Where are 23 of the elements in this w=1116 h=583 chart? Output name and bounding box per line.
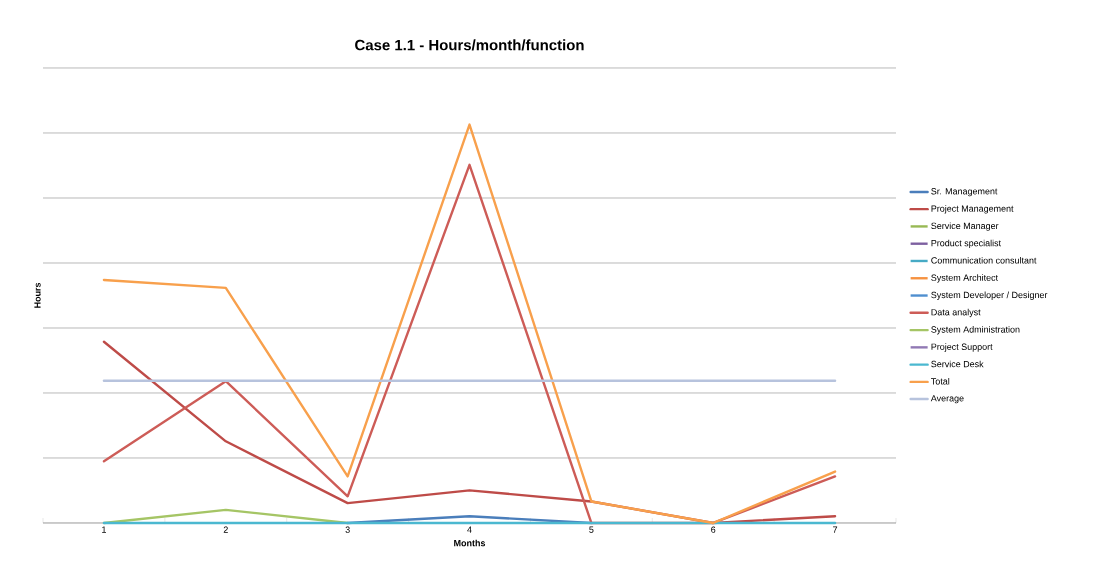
chart-title: Case 1.1 - Hours/month/function xyxy=(355,39,584,51)
legend-label: Project Support xyxy=(931,343,993,352)
x-tick-label: 2 xyxy=(223,526,228,533)
x-tick-label: 5 xyxy=(589,526,594,533)
y-axis-title: Hours xyxy=(34,282,41,308)
legend-label: Total xyxy=(931,377,950,385)
legend-label: Service Desk xyxy=(931,360,984,368)
legend-label: Product specialist xyxy=(931,239,1001,249)
legend-label: System Administration xyxy=(931,326,1020,335)
x-tick-label: 4 xyxy=(467,526,472,533)
legend-label: Data analyst xyxy=(931,308,981,318)
legend-label: Service Manager xyxy=(931,222,999,231)
legend-label: Project Management xyxy=(931,205,1014,214)
legend-label: System Developer / Designer xyxy=(931,291,1048,300)
legend-label: Sr. Management xyxy=(931,188,998,197)
x-axis-title: Months xyxy=(454,539,486,547)
x-tick-label: 6 xyxy=(711,526,716,533)
x-tick-label: 7 xyxy=(833,526,838,533)
legend-label: Average xyxy=(930,395,964,404)
legend-label: Communication consultant xyxy=(931,256,1037,264)
x-tick-label: 3 xyxy=(345,526,350,533)
legend-label: System Architect xyxy=(931,274,998,283)
x-tick-label: 1 xyxy=(102,526,106,533)
